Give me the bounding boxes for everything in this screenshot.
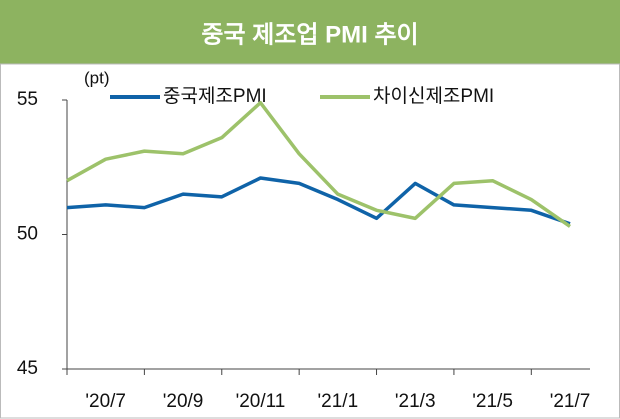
x-tick-label: '21/5 bbox=[472, 391, 513, 412]
x-tick-label: '20/7 bbox=[85, 391, 126, 412]
title-band bbox=[0, 0, 620, 64]
x-tick-label: '21/7 bbox=[550, 391, 591, 412]
x-tick-label: '20/11 bbox=[236, 391, 286, 412]
chart-title: 중국 제조업 PMI 추이 bbox=[201, 21, 418, 48]
y-unit: (pt) bbox=[84, 68, 110, 87]
x-tick-label: '21/1 bbox=[318, 391, 359, 412]
legend-label: 차이신제조PMI bbox=[373, 85, 494, 107]
x-tick-label: '20/9 bbox=[163, 391, 204, 412]
frame bbox=[0, 63, 620, 419]
y-tick-label: 50 bbox=[17, 224, 38, 245]
x-tick-label: '21/3 bbox=[395, 391, 436, 412]
line-series bbox=[66, 176, 571, 226]
line-series bbox=[66, 100, 571, 228]
legend-label: 중국제조PMI bbox=[163, 85, 267, 107]
y-tick-label: 55 bbox=[17, 89, 38, 110]
y-tick-label: 45 bbox=[17, 358, 38, 379]
